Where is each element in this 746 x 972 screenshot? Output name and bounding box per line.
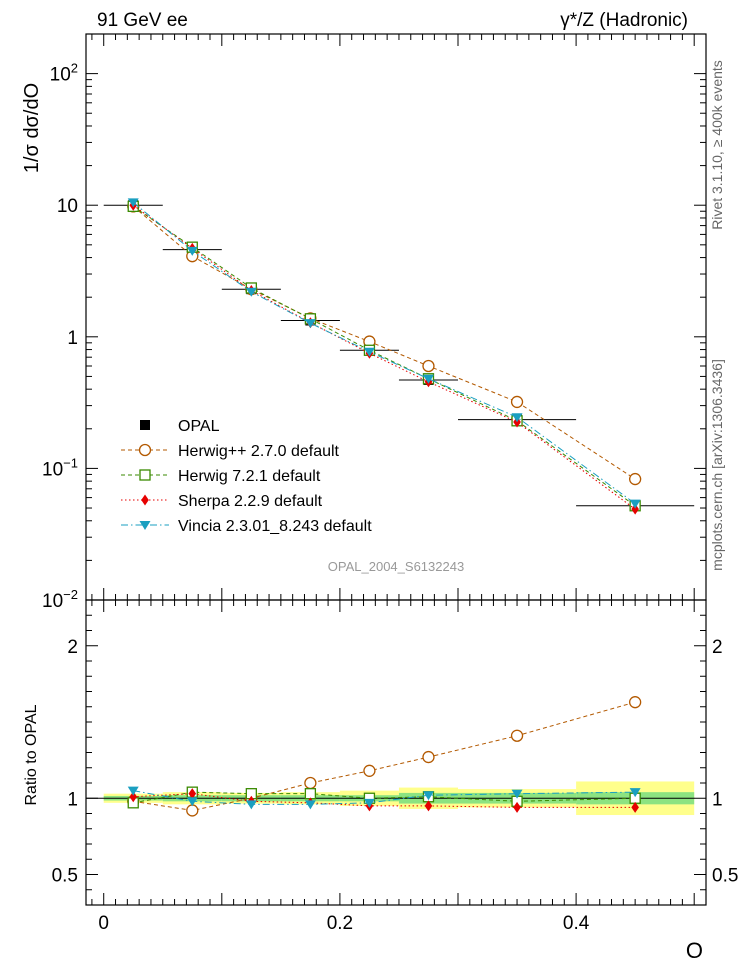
legend-label: Herwig 7.2.1 default bbox=[178, 468, 321, 485]
rivet-label: Rivet 3.1.10, ≥ 400k events bbox=[709, 60, 725, 230]
ratio-y-tick-label-right: 0.5 bbox=[712, 866, 738, 887]
ratio-point-0 bbox=[510, 729, 524, 742]
legend-label: Vincia 2.3.01_8.243 default bbox=[178, 518, 372, 535]
ratio-y-tick-label: 2 bbox=[67, 637, 78, 658]
ratio-line-2 bbox=[133, 793, 636, 808]
legend-label: OPAL bbox=[178, 418, 220, 435]
ratio-point-1 bbox=[304, 788, 317, 800]
ratio-panel: 0 0.2 0.4 0.5 0.5 1 1 2 2 bbox=[52, 599, 738, 934]
ratio-point-2 bbox=[513, 801, 521, 813]
ratio-point-3 bbox=[245, 800, 257, 810]
ratio-point-3 bbox=[511, 789, 523, 799]
x-tick-label: 0.2 bbox=[327, 913, 353, 934]
point-1 bbox=[422, 359, 435, 373]
point-4 bbox=[422, 374, 434, 384]
point-4 bbox=[186, 246, 198, 256]
legend-marker bbox=[138, 443, 152, 457]
main-ylabel: 1/σ dσ/dO bbox=[21, 83, 43, 173]
ratio-ylabel: Ratio to OPAL bbox=[23, 704, 40, 805]
ratio-point-2 bbox=[129, 791, 138, 803]
x-tick-label: 0.4 bbox=[563, 913, 590, 934]
point-4 bbox=[629, 499, 641, 509]
x-tick-label: 0 bbox=[98, 913, 109, 934]
point-4 bbox=[127, 198, 139, 208]
legend-marker bbox=[140, 420, 150, 430]
point-4 bbox=[363, 347, 375, 357]
y-tick-label: 10 bbox=[57, 196, 78, 217]
ratio-point-2 bbox=[188, 788, 197, 800]
ratio-point-3 bbox=[127, 786, 139, 796]
series-line-1 bbox=[132, 205, 636, 480]
y-tick-label: 10−1 bbox=[42, 455, 78, 480]
header-right: γ*/Z (Hadronic) bbox=[560, 10, 688, 31]
ratio-point-3 bbox=[422, 791, 434, 801]
y-tick-label: 102 bbox=[50, 61, 78, 86]
y-tick-label: 1 bbox=[67, 328, 78, 349]
series-line-2 bbox=[132, 205, 636, 507]
mcplots-label: mcplots.cern.ch [arXiv:1306.3436] bbox=[709, 359, 725, 571]
x-axis-label: O bbox=[686, 938, 703, 963]
legend-marker bbox=[139, 521, 151, 530]
ratio-point-2 bbox=[631, 801, 639, 813]
ratio-y-tick-label-right: 2 bbox=[712, 637, 723, 658]
ratio-line-0 bbox=[133, 701, 636, 811]
ratio-y-tick-label: 1 bbox=[67, 789, 78, 810]
point-3 bbox=[631, 503, 639, 515]
legend-marker bbox=[139, 469, 151, 481]
y-tick-label: 10−2 bbox=[42, 587, 78, 612]
ratio-point-0 bbox=[186, 804, 199, 817]
ratio-line-3 bbox=[133, 790, 636, 805]
ratio-point-0 bbox=[363, 764, 376, 777]
ratio-point-3 bbox=[629, 788, 641, 798]
main-frame bbox=[85, 33, 707, 601]
analysis-watermark: OPAL_2004_S6132243 bbox=[328, 559, 464, 574]
legend-label: Sherpa 2.2.9 default bbox=[178, 493, 323, 510]
ratio-y-tick-label-right: 1 bbox=[712, 789, 723, 810]
main-panel: 10−2 10−1 1 10 102 bbox=[42, 33, 707, 612]
legend-label: Herwig++ 2.7.0 default bbox=[178, 443, 340, 460]
point-4 bbox=[245, 287, 257, 297]
ratio-point-3 bbox=[186, 797, 198, 807]
point-4 bbox=[511, 413, 523, 423]
header-left: 91 GeV ee bbox=[97, 10, 188, 31]
ratio-point-0 bbox=[422, 750, 435, 764]
ratio-point-3 bbox=[304, 800, 316, 810]
ratio-point-0 bbox=[304, 776, 317, 790]
legend: OPAL Herwig++ 2.7.0 default Herwig 7.2.1 d… bbox=[121, 418, 372, 535]
ratio-point-3 bbox=[363, 798, 375, 808]
point-1 bbox=[628, 472, 642, 486]
ratio-frame bbox=[85, 599, 707, 906]
series-line-3 bbox=[132, 204, 636, 510]
ratio-point-0 bbox=[628, 696, 642, 709]
ratio-y-tick-label: 0.5 bbox=[52, 866, 78, 887]
point-1 bbox=[510, 395, 524, 409]
point-4 bbox=[304, 319, 316, 329]
series-line-4 bbox=[132, 202, 636, 505]
legend-marker bbox=[141, 494, 149, 506]
ratio-point-2 bbox=[424, 800, 433, 812]
